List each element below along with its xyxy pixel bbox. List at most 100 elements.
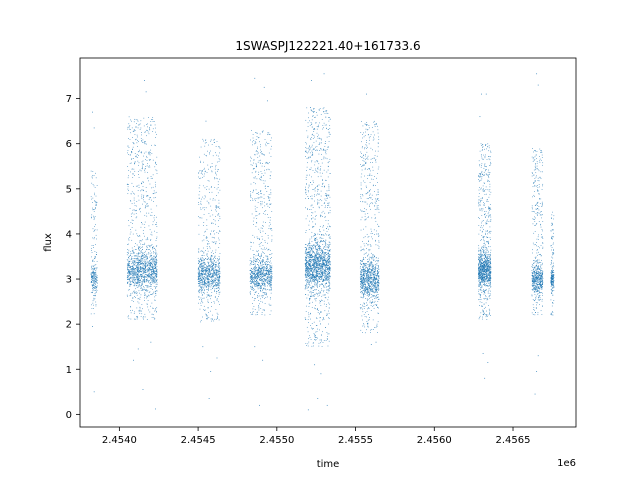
data-point	[205, 286, 207, 287]
data-point	[127, 281, 129, 283]
data-point	[217, 206, 219, 208]
data-point	[136, 281, 138, 282]
data-point	[200, 280, 202, 281]
data-point	[138, 302, 140, 304]
data-point	[307, 265, 309, 267]
data-point	[254, 273, 255, 275]
data-point	[266, 141, 267, 143]
data-point	[92, 290, 94, 292]
data-point	[153, 271, 155, 272]
data-point	[216, 273, 218, 275]
data-point	[205, 139, 206, 141]
data-point	[269, 314, 271, 315]
data-point	[203, 255, 205, 256]
data-point	[266, 273, 267, 275]
data-point	[266, 266, 268, 267]
data-point	[95, 281, 96, 282]
data-point	[131, 127, 133, 129]
data-point	[309, 259, 311, 260]
outlier-point	[145, 91, 147, 93]
data-point	[132, 271, 133, 273]
data-point	[270, 274, 272, 276]
data-point	[205, 258, 207, 259]
data-point	[264, 282, 266, 284]
data-point	[135, 285, 137, 287]
data-point	[269, 268, 271, 269]
data-point	[219, 277, 220, 279]
data-point	[259, 303, 260, 305]
data-point	[311, 273, 312, 275]
data-point	[251, 164, 253, 166]
data-point	[324, 269, 326, 271]
data-point	[321, 237, 322, 239]
data-point	[144, 297, 145, 299]
data-point	[131, 283, 132, 285]
data-point	[308, 272, 310, 274]
data-point	[324, 310, 326, 312]
data-point	[317, 310, 319, 311]
data-point	[249, 292, 251, 294]
data-point	[155, 280, 157, 281]
data-point	[146, 257, 148, 259]
data-point	[150, 240, 151, 241]
data-point	[199, 275, 200, 276]
data-point	[305, 258, 307, 260]
data-point	[260, 152, 262, 153]
data-point	[326, 277, 328, 279]
data-point	[129, 285, 131, 287]
outlier-point	[92, 326, 93, 327]
data-point	[219, 178, 221, 180]
data-point	[144, 292, 146, 294]
data-point	[259, 260, 261, 262]
data-point	[309, 146, 310, 147]
data-point	[254, 284, 255, 285]
data-point	[156, 273, 158, 275]
data-point	[149, 275, 151, 277]
data-point	[329, 287, 331, 289]
data-point	[306, 257, 308, 259]
data-point	[207, 180, 209, 181]
data-point	[264, 268, 265, 270]
data-point	[271, 228, 272, 229]
data-point	[307, 252, 309, 253]
data-point	[321, 253, 323, 255]
data-point	[149, 276, 151, 278]
data-point	[149, 263, 151, 265]
data-point	[156, 260, 158, 261]
data-point	[96, 267, 98, 269]
data-point	[257, 193, 259, 194]
data-point	[202, 170, 203, 171]
data-point	[148, 276, 150, 278]
data-point	[198, 277, 199, 279]
data-point	[201, 279, 203, 280]
data-point	[198, 276, 200, 278]
data-point	[129, 295, 131, 297]
data-point	[129, 272, 130, 274]
data-point	[210, 256, 212, 258]
data-point	[254, 285, 256, 286]
data-point	[216, 207, 218, 209]
data-point	[144, 266, 146, 268]
data-point	[201, 268, 203, 270]
data-point	[200, 207, 201, 209]
data-point	[260, 175, 262, 177]
data-point	[137, 262, 139, 263]
data-point	[201, 286, 202, 288]
data-point	[216, 285, 217, 286]
data-point	[154, 181, 156, 183]
data-point	[215, 177, 217, 179]
data-point	[324, 216, 326, 217]
data-point	[199, 170, 201, 172]
data-point	[93, 271, 94, 272]
data-point	[268, 261, 270, 262]
data-point	[137, 277, 138, 278]
data-point	[134, 260, 136, 261]
data-point	[198, 274, 199, 275]
data-point	[144, 264, 146, 266]
data-point	[306, 170, 307, 171]
data-point	[210, 261, 212, 263]
data-point	[199, 265, 201, 267]
data-point	[142, 160, 144, 162]
data-point	[212, 275, 214, 277]
data-point	[147, 258, 148, 259]
